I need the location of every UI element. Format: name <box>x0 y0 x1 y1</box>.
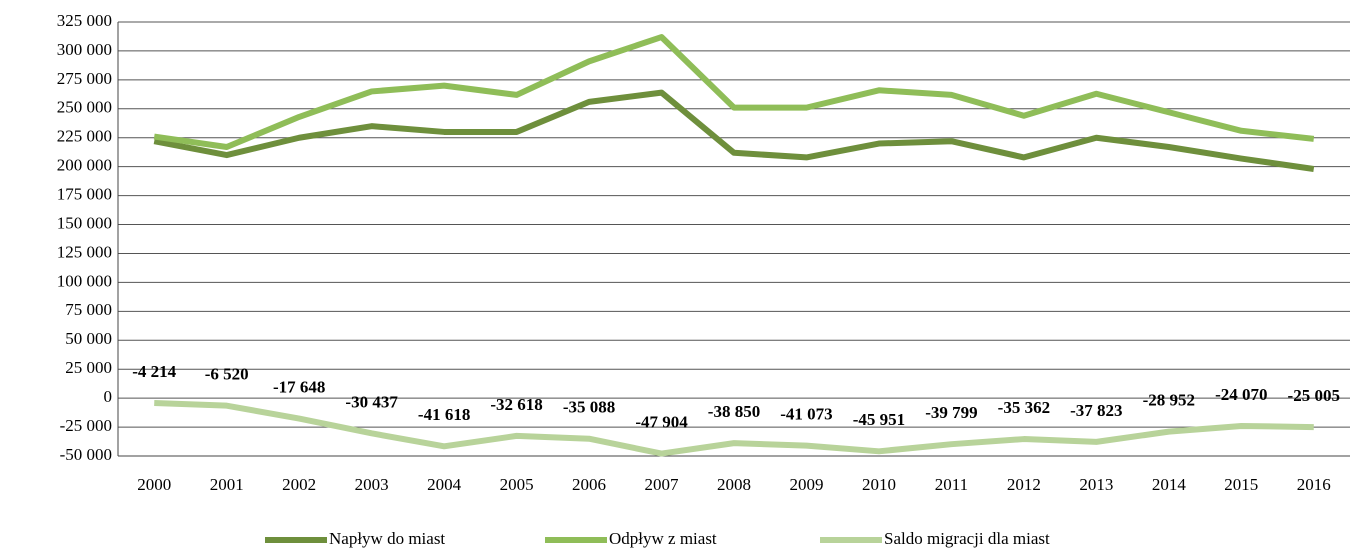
data-label: -47 904 <box>635 412 688 431</box>
data-label: -28 952 <box>1143 391 1195 410</box>
x-tick-label: 2007 <box>645 475 680 494</box>
x-tick-label: 2012 <box>1007 475 1041 494</box>
x-tick-label: 2005 <box>500 475 534 494</box>
y-tick-label: 275 000 <box>57 69 112 88</box>
x-tick-label: 2015 <box>1224 475 1258 494</box>
x-tick-label: 2003 <box>355 475 389 494</box>
x-tick-label: 2014 <box>1152 475 1187 494</box>
series-line <box>154 400 1314 457</box>
data-label: -41 618 <box>418 405 470 424</box>
data-label: -38 850 <box>708 402 760 421</box>
x-tick-label: 2013 <box>1079 475 1113 494</box>
data-label: -45 951 <box>853 410 905 429</box>
x-tick-label: 2009 <box>789 475 823 494</box>
x-tick-label: 2002 <box>282 475 316 494</box>
x-tick-label: 2008 <box>717 475 751 494</box>
data-label: -37 823 <box>1070 401 1122 420</box>
x-tick-label: 2006 <box>572 475 606 494</box>
y-tick-label: 325 000 <box>57 11 112 30</box>
y-tick-label: 150 000 <box>57 213 112 232</box>
legend-label: Odpływ z miast <box>609 529 717 548</box>
data-label: -39 799 <box>925 403 977 422</box>
y-tick-label: 175 000 <box>57 185 112 204</box>
x-tick-label: 2000 <box>137 475 171 494</box>
x-tick-label: 2001 <box>210 475 244 494</box>
y-tick-label: -50 000 <box>60 445 112 464</box>
y-tick-label: 225 000 <box>57 127 112 146</box>
series-line <box>153 34 1315 150</box>
y-tick-label: -25 000 <box>60 416 112 435</box>
y-tick-label: 0 <box>104 387 113 406</box>
legend-label: Napływ do miast <box>329 529 445 548</box>
y-tick-label: 125 000 <box>57 242 112 261</box>
data-label: -32 618 <box>490 395 542 414</box>
data-label: -35 362 <box>998 398 1050 417</box>
y-tick-label: 25 000 <box>65 358 112 377</box>
y-tick-label: 200 000 <box>57 156 112 175</box>
x-tick-label: 2010 <box>862 475 896 494</box>
y-tick-label: 50 000 <box>65 329 112 348</box>
data-label: -17 648 <box>273 377 325 396</box>
y-tick-label: 75 000 <box>65 300 112 319</box>
data-label: -4 214 <box>132 362 176 381</box>
x-tick-label: 2011 <box>935 475 968 494</box>
x-tick-label: 2016 <box>1297 475 1331 494</box>
data-label: -25 005 <box>1288 386 1340 405</box>
data-label: -35 088 <box>563 398 615 417</box>
data-label: -30 437 <box>345 392 398 411</box>
y-tick-label: 100 000 <box>57 271 112 290</box>
y-tick-label: 250 000 <box>57 98 112 117</box>
legend-label: Saldo migracji dla miast <box>884 529 1050 548</box>
y-tick-label: 300 000 <box>57 40 112 59</box>
series-line <box>153 89 1315 172</box>
data-label: -6 520 <box>205 365 249 384</box>
data-label: -24 070 <box>1215 385 1267 404</box>
x-tick-label: 2004 <box>427 475 462 494</box>
data-label: -41 073 <box>780 405 832 424</box>
